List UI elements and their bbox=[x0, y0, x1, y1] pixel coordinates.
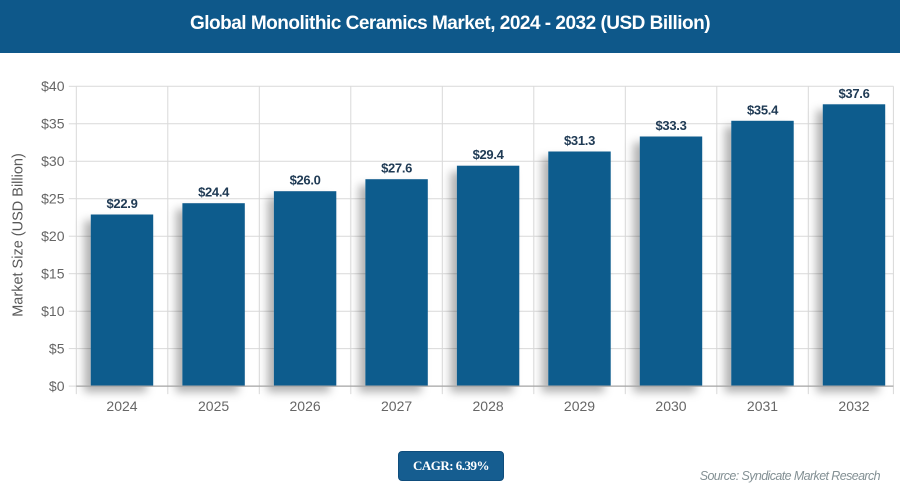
svg-text:2027: 2027 bbox=[381, 398, 412, 414]
svg-text:$22.9: $22.9 bbox=[106, 196, 137, 211]
svg-text:$35: $35 bbox=[41, 116, 65, 132]
svg-text:$10: $10 bbox=[41, 303, 65, 319]
svg-text:$40: $40 bbox=[41, 78, 65, 94]
svg-text:$33.3: $33.3 bbox=[655, 118, 686, 133]
svg-text:$37.6: $37.6 bbox=[838, 86, 869, 101]
svg-text:$26.0: $26.0 bbox=[290, 173, 321, 188]
svg-text:$25: $25 bbox=[41, 191, 65, 207]
svg-text:$30: $30 bbox=[41, 153, 65, 169]
svg-text:$31.3: $31.3 bbox=[564, 133, 595, 148]
svg-text:$15: $15 bbox=[41, 266, 65, 282]
svg-text:2029: 2029 bbox=[564, 398, 595, 414]
svg-text:Market Size (USD Billion): Market Size (USD Billion) bbox=[11, 153, 27, 317]
svg-text:$29.4: $29.4 bbox=[473, 147, 505, 162]
svg-text:2025: 2025 bbox=[198, 398, 229, 414]
svg-text:$27.6: $27.6 bbox=[381, 161, 412, 176]
svg-text:$20: $20 bbox=[41, 228, 65, 244]
svg-text:$24.4: $24.4 bbox=[198, 185, 230, 200]
svg-text:2031: 2031 bbox=[747, 398, 778, 414]
svg-text:2024: 2024 bbox=[106, 398, 137, 414]
svg-text:2028: 2028 bbox=[473, 398, 504, 414]
svg-text:$0: $0 bbox=[49, 378, 65, 394]
svg-text:2026: 2026 bbox=[290, 398, 321, 414]
svg-text:2032: 2032 bbox=[838, 398, 869, 414]
svg-text:$5: $5 bbox=[49, 340, 65, 356]
svg-text:2030: 2030 bbox=[655, 398, 686, 414]
svg-text:$35.4: $35.4 bbox=[747, 102, 779, 117]
